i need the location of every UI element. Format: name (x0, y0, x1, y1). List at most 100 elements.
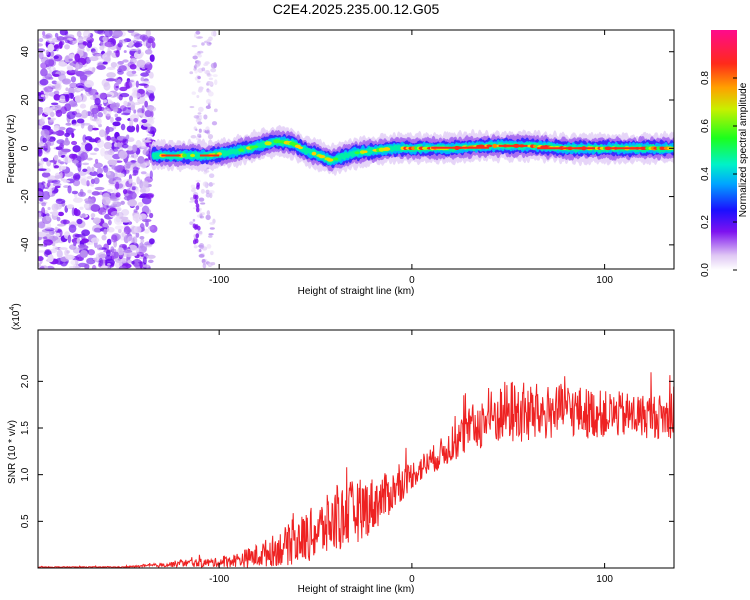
spectrogram-noise-speck (146, 85, 156, 93)
colorbar-tick-label: 0.6 (700, 119, 711, 133)
snr-x-ticks: -100 0 100 (209, 330, 613, 585)
spectrogram-noise-speck (210, 68, 217, 73)
spectrogram-noise-speck (140, 93, 149, 99)
spectrogram-noise-speck (93, 147, 99, 152)
spectrogram-noise-speck (209, 81, 214, 86)
spectrogram-noise-speck (210, 250, 214, 256)
spectrogram-noise-speck (100, 147, 106, 157)
spectrogram-noise-speck (54, 185, 61, 189)
spectrogram-noise-speck (141, 118, 148, 124)
spectrogram-noise-speck (149, 170, 153, 179)
colorbar-tick-label: 0.8 (700, 71, 711, 85)
spectrogram-noise-speck (121, 244, 128, 249)
spectrogram-ridge-peak (238, 148, 245, 152)
spectrogram-noise-speck (89, 152, 97, 156)
spectrogram-noise-speck (55, 109, 63, 118)
spectrogram-noise-speck (88, 138, 97, 143)
spectrogram-noise-speck (136, 107, 145, 114)
snr-scale-label: (x10 (11, 310, 22, 330)
spectrogram-noise-speck (208, 173, 215, 179)
spectrogram-noise-speck (38, 221, 46, 229)
spectrogram-noise-speck (204, 181, 208, 188)
spectrogram-noise-speck (81, 213, 86, 218)
spectrogram-noise-speck (148, 106, 157, 112)
spectrogram-noise-speck (138, 195, 147, 199)
spectrogram-noise-speck (212, 74, 218, 78)
spectrogram-noise-speck (91, 166, 95, 173)
spectrogram-noise-speck (49, 111, 55, 118)
spectrogram-noise-speck (128, 178, 133, 185)
spectrogram-noise-speck (204, 61, 210, 65)
spectrogram-noise-speck (114, 225, 124, 230)
spectrogram-noise-speck (94, 186, 105, 191)
spectrogram-noise-speck (206, 244, 212, 249)
spectrogram-noise-speck (123, 38, 132, 43)
spectrogram-noise-speck (64, 31, 69, 36)
spectrogram-noise-speck (195, 207, 200, 213)
spectrogram-noise-speck (209, 227, 215, 230)
spectrogram-noise-speck (102, 222, 109, 228)
spectrogram-noise-speck (42, 31, 46, 36)
spectrogram-noise-speck (52, 182, 62, 187)
spectrogram-noise-speck (206, 89, 212, 93)
spectrogram-noise-speck (52, 104, 62, 110)
snr-frame (37, 329, 675, 569)
spectrogram-x-axis-label: Height of straight line (km) (298, 286, 415, 297)
spectrogram-noise-speck (133, 109, 137, 114)
spectrogram-noise-speck (130, 160, 137, 163)
spectrogram-noise-speck (38, 250, 45, 253)
spectrogram-noise-speck (115, 192, 121, 198)
spectrogram-noise-speck (115, 181, 120, 190)
spectrogram-noise-speck (67, 128, 76, 131)
spectrogram-noise-speck (58, 61, 68, 67)
snr-panel: -100 0 100 0.5 1.0 1.5 2.0 Height of straight… (7, 303, 675, 595)
spectrogram-noise-speck (145, 173, 150, 178)
spectrogram-noise-speck (72, 145, 81, 153)
spectrogram-noise-speck (57, 159, 61, 163)
spectrogram-noise-speck (117, 60, 124, 65)
spectrogram-noise-speck (208, 36, 213, 42)
spectrogram-ytick-label: 0 (20, 145, 31, 151)
spectrogram-noise-speck (122, 138, 128, 142)
spectrogram-noise-speck (121, 209, 130, 216)
spectrogram-noise-speck (144, 100, 149, 108)
spectrogram-noise-speck (118, 228, 122, 234)
spectrogram-noise-speck (206, 210, 211, 216)
spectrogram-noise-speck (203, 114, 208, 120)
spectrogram-noise-speck (97, 252, 106, 259)
spectrogram-noise-speck (119, 232, 125, 241)
spectrogram-noise-speck (206, 41, 212, 46)
spectrogram-noise-speck (129, 63, 137, 70)
spectrogram-noise-speck (194, 32, 197, 38)
figure-title: C2E4.2025.235.00.12.G05 (273, 1, 440, 17)
spectrogram-noise-speck (54, 83, 61, 89)
spectrogram-noise-speck (63, 171, 74, 177)
spectrogram-noise-speck (52, 73, 60, 77)
spectrogram-noise-speck (73, 209, 81, 217)
spectrogram-noise-speck (205, 98, 212, 105)
spectrogram-noise-speck (97, 173, 104, 178)
spectrogram-noise-speck (74, 94, 83, 104)
spectrogram-noise-speck (148, 225, 155, 231)
spectrogram-noise-speck (133, 36, 137, 43)
spectrogram-noise-speck (80, 178, 87, 186)
spectrogram-noise-speck (102, 167, 111, 173)
spectrogram-noise-speck (69, 82, 78, 89)
spectrogram-noise-speck (123, 235, 130, 244)
spectrogram-noise-speck (82, 35, 92, 41)
spectrogram-noise-speck (113, 251, 119, 259)
spectrogram-noise-speck (197, 75, 201, 80)
spectrogram-noise-speck (73, 241, 77, 247)
spectrogram-noise-speck (98, 257, 103, 267)
spectrogram-xtick-label: -100 (209, 275, 229, 286)
spectrogram-noise-speck (87, 249, 95, 256)
colorbar-tick-label: 0.0 (700, 263, 711, 277)
spectrogram-noise-speck (120, 38, 128, 44)
spectrogram-noise-speck (41, 115, 46, 122)
spectrogram-noise-speck (64, 55, 71, 63)
spectrogram-noise-speck (115, 216, 121, 223)
spectrogram-noise-speck (127, 137, 135, 142)
spectrogram-noise-speck (192, 239, 197, 245)
spectrogram-noise-speck (38, 106, 44, 115)
spectrogram-noise-speck (56, 36, 65, 42)
